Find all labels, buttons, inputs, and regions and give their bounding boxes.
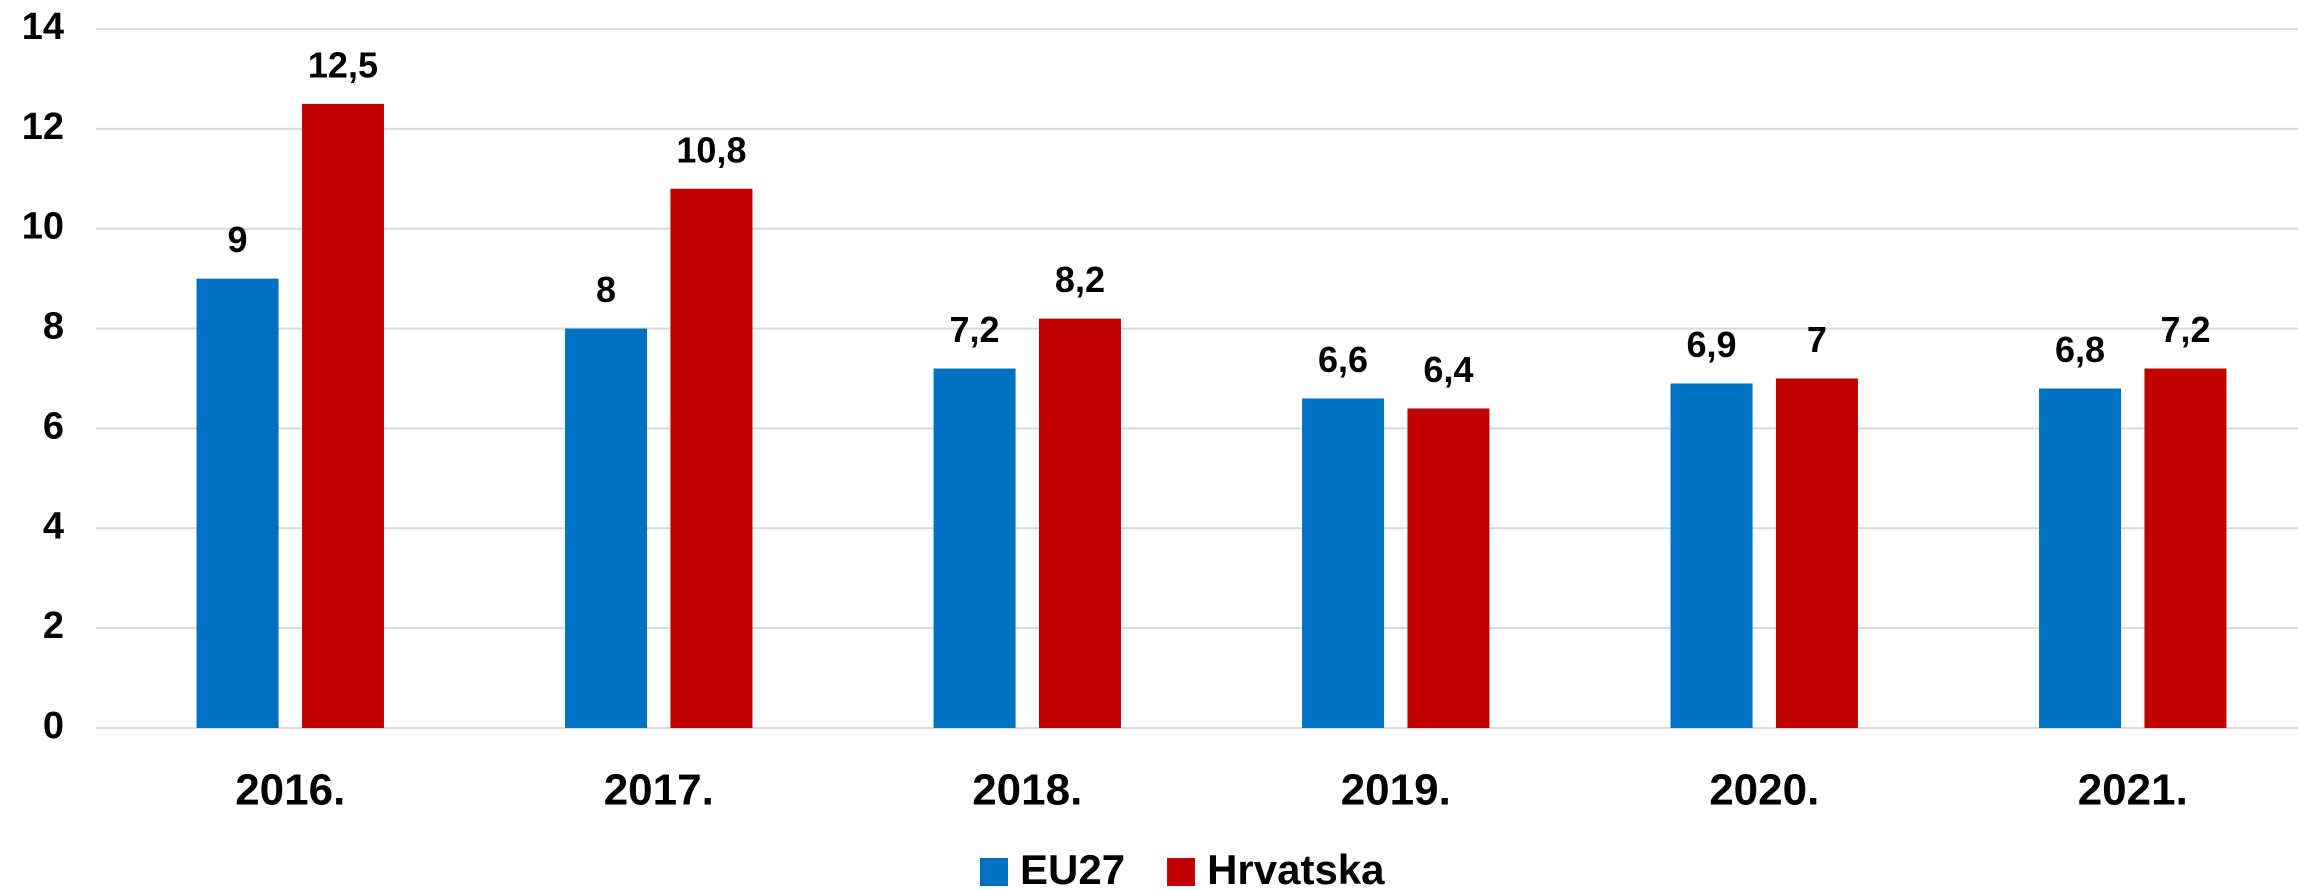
bar <box>670 188 753 728</box>
legend-label: EU27 <box>1020 846 1125 890</box>
data-label: 10,8 <box>676 129 746 170</box>
data-label: 9 <box>228 219 248 260</box>
bar <box>1670 383 1753 728</box>
x-tick-label: 2018. <box>972 766 1082 815</box>
y-tick-label: 2 <box>43 605 64 647</box>
data-label: 6,8 <box>2055 329 2105 370</box>
y-tick-label: 4 <box>43 505 64 547</box>
x-tick-label: 2016. <box>235 766 345 815</box>
bar <box>1407 408 1490 728</box>
data-label: 6,9 <box>1687 324 1737 365</box>
y-tick-label: 14 <box>22 6 64 48</box>
data-label: 8 <box>596 269 616 310</box>
bar <box>1302 398 1385 728</box>
bar <box>2039 388 2122 728</box>
y-tick-label: 12 <box>22 106 64 148</box>
bar <box>301 103 384 728</box>
data-label: 6,6 <box>1318 339 1368 380</box>
bar <box>933 368 1016 728</box>
x-tick-label: 2017. <box>604 766 714 815</box>
y-tick-label: 6 <box>43 405 64 447</box>
bar <box>1038 318 1121 728</box>
x-tick-label: 2021. <box>2078 766 2188 815</box>
x-tick-label: 2019. <box>1341 766 1451 815</box>
bar <box>1775 378 1858 728</box>
y-tick-label: 8 <box>43 306 64 348</box>
x-tick-label: 2020. <box>1709 766 1819 815</box>
legend-swatch <box>1167 858 1196 886</box>
bar <box>2144 368 2227 728</box>
data-label: 8,2 <box>1055 259 1105 300</box>
data-label: 7 <box>1807 319 1827 360</box>
y-tick-label: 0 <box>43 705 64 747</box>
data-label: 6,4 <box>1423 349 1473 390</box>
legend-swatch <box>980 858 1008 886</box>
legend-label: Hrvatska <box>1207 846 1385 890</box>
data-label: 7,2 <box>950 309 1000 350</box>
y-tick-label: 10 <box>22 206 64 248</box>
data-label: 7,2 <box>2160 309 2210 350</box>
data-label: 12,5 <box>308 44 378 85</box>
bar <box>565 328 648 728</box>
bar <box>196 278 279 728</box>
